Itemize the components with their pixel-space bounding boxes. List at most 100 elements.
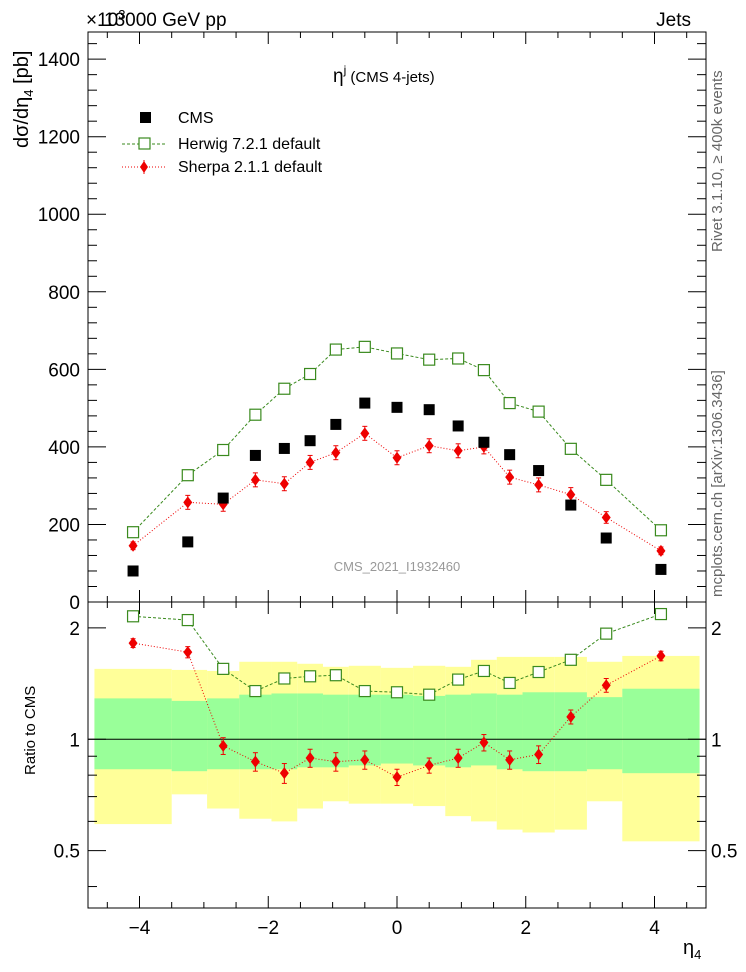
cms-point <box>600 532 612 544</box>
ratio-sherpa-point <box>250 755 260 768</box>
cms-point <box>330 418 342 430</box>
sherpa-point <box>360 427 370 440</box>
herwig-point <box>477 364 491 377</box>
ratio-sherpa-point <box>534 748 544 761</box>
cms-point <box>304 435 316 447</box>
legend-sherpa-marker <box>140 161 148 173</box>
sherpa-point <box>183 496 193 509</box>
sherpa-point <box>424 439 434 452</box>
herwig-point <box>390 347 404 360</box>
herwig-point <box>217 443 230 457</box>
cms-point <box>565 499 577 511</box>
band-inner-bin <box>94 698 172 770</box>
rivet-label: Rivet 3.1.10, ≥ 400k events <box>709 70 726 252</box>
ratio-sherpa-point <box>656 649 666 662</box>
herwig-point <box>503 396 516 410</box>
main-y-tick-label: 200 <box>48 515 80 536</box>
sherpa-point <box>566 488 576 501</box>
ratio-herwig-point <box>181 613 194 627</box>
process-label: Jets <box>656 10 691 31</box>
x-tick-label: 2 <box>520 918 531 939</box>
legend: CMS Herwig 7.2.1 default Sherpa 2.1.1 de… <box>122 110 323 176</box>
herwig-point <box>329 343 342 356</box>
band-inner-bin <box>622 688 700 774</box>
ratio-herwig-point <box>423 688 436 701</box>
ratio-panel: −4 −2 0 2 4 0.5 0.5 1 1 2 2 <box>54 601 737 939</box>
ratio-herwig-point <box>278 672 291 685</box>
ratio-herwig-point <box>303 670 317 683</box>
herwig-point <box>278 382 291 395</box>
ratio-sherpa-point <box>479 736 489 749</box>
x-axis-label: η4 <box>683 937 701 962</box>
herwig-point <box>303 367 317 381</box>
ratio-sherpa-point <box>279 767 289 780</box>
main-y-tick-label: 600 <box>48 360 80 381</box>
herwig-point <box>249 408 262 421</box>
ratio-herwig-point <box>126 610 140 623</box>
sherpa-point <box>279 477 289 490</box>
ratio-sherpa-point <box>505 753 515 766</box>
ratio-herwig-point <box>390 686 404 699</box>
band-inner-bin <box>413 695 446 766</box>
band-inner-bin <box>271 693 298 770</box>
herwig-point <box>452 352 465 365</box>
main-panel: 0 200 400 600 800 1000 1200 1400 <box>38 31 707 614</box>
cms-point <box>127 565 139 577</box>
main-y-tick-label: 1400 <box>38 50 80 71</box>
ratio-herwig-point <box>503 676 516 690</box>
cms-point <box>359 397 371 409</box>
ratio-sherpa-point <box>331 755 341 768</box>
sherpa-point <box>601 511 611 524</box>
sherpa-point <box>453 444 463 457</box>
cms-point <box>217 492 229 504</box>
ratio-y-tick-label: 1 <box>69 730 80 751</box>
sherpa-point <box>250 473 260 486</box>
ratio-sherpa-point <box>392 771 402 784</box>
main-y-tick-label: 400 <box>48 438 80 459</box>
herwig-point <box>358 340 371 353</box>
cms-point <box>278 442 290 454</box>
ratio-y-tick-label-right: 1 <box>711 730 722 751</box>
cms-point <box>391 401 403 413</box>
x-tick-label: 0 <box>392 918 403 939</box>
cms-point <box>182 536 194 548</box>
ratio-herwig-point <box>329 669 342 682</box>
cms-point <box>249 449 261 461</box>
ratio-herwig-point <box>452 673 465 686</box>
ratio-ylabel: Ratio to CMS <box>22 686 39 775</box>
cms-point <box>655 563 667 575</box>
herwig-point <box>181 469 194 482</box>
herwig-point <box>600 473 613 486</box>
ratio-sherpa-point <box>183 646 193 659</box>
band-inner-bin <box>586 697 623 770</box>
ratio-herwig-point <box>600 627 613 640</box>
legend-herwig-label: Herwig 7.2.1 default <box>178 136 321 153</box>
sherpa-point <box>505 471 515 484</box>
cms-point <box>478 436 490 448</box>
legend-cms-label: CMS <box>178 110 214 127</box>
band-inner-bin <box>207 698 240 770</box>
ratio-sherpa-point <box>360 753 370 766</box>
sherpa-point <box>305 456 315 469</box>
herwig-point <box>532 405 545 418</box>
band-inner-bin <box>380 694 414 764</box>
main-ylabel: dσ/dη4 [pb] <box>11 51 36 148</box>
sherpa-point <box>128 539 138 552</box>
herwig-point <box>423 353 436 366</box>
ratio-sherpa-point <box>305 752 315 765</box>
ratio-sherpa-point <box>601 679 611 692</box>
main-y-tick-label: 0 <box>69 593 80 614</box>
sherpa-point <box>656 544 666 557</box>
ratio-herwig-point <box>564 653 577 666</box>
legend-sherpa-label: Sherpa 2.1.1 default <box>178 159 323 176</box>
legend-herwig-marker <box>138 137 151 150</box>
x-tick-label: −4 <box>129 918 151 939</box>
ratio-sherpa-point <box>128 637 138 650</box>
main-y-tick-label: 1200 <box>38 128 80 149</box>
sherpa-point <box>392 451 402 464</box>
ratio-y-tick-label: 0.5 <box>54 842 80 863</box>
ratio-herwig-point <box>249 684 262 698</box>
band-inner-bin <box>471 693 497 766</box>
herwig-line <box>132 346 662 533</box>
